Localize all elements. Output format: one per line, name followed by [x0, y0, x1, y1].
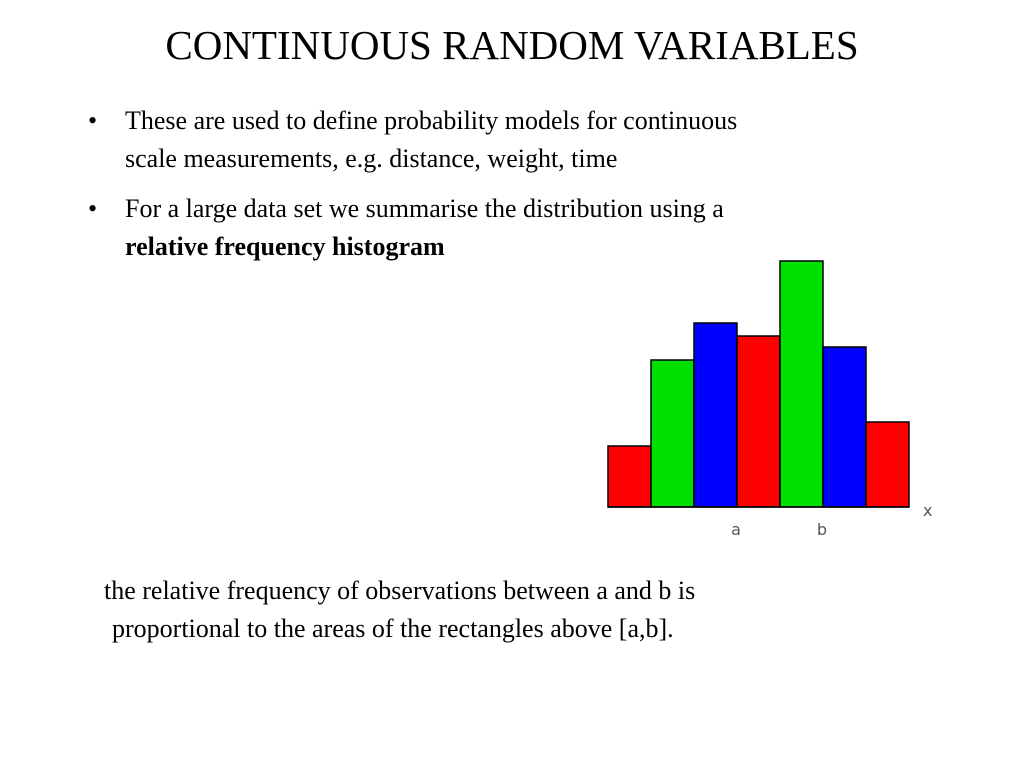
bullet-item-1: • These are used to define probability m… [88, 102, 948, 178]
bullet-1-line-2: scale measurements, e.g. distance, weigh… [125, 144, 618, 173]
histogram-bar-2 [650, 359, 695, 508]
bullet-marker: • [88, 106, 98, 135]
histogram-bar-7 [865, 421, 910, 508]
slide-title: CONTINUOUS RANDOM VARIABLES [165, 22, 859, 68]
histogram-bar-1 [607, 445, 652, 508]
bullet-item-2: • For a large data set we summarise the … [88, 190, 948, 266]
caption-line-2: proportional to the areas of the rectang… [112, 614, 674, 643]
bullet-1-line-1: These are used to define probability mod… [125, 106, 738, 135]
bullet-2-bold-term: relative frequency histogram [125, 232, 445, 261]
histogram-bar-4 [736, 335, 781, 508]
relative-frequency-histogram: x a b [607, 260, 932, 539]
x-axis-label: x [923, 501, 932, 520]
caption-line-1: the relative frequency of observations b… [104, 576, 696, 605]
histogram-caption: the relative frequency of observations b… [104, 572, 964, 648]
histogram-bar-6 [822, 346, 867, 508]
marker-label-a: a [731, 520, 741, 539]
histogram-bar-5 [779, 260, 824, 508]
histogram-bars [607, 260, 910, 508]
histogram-labels: x a b [731, 501, 932, 539]
marker-label-b: b [817, 520, 827, 539]
histogram-bar-3 [693, 322, 738, 508]
bullet-marker: • [88, 194, 98, 223]
bullet-list: • These are used to define probability m… [88, 102, 948, 278]
bullet-2-line-1: For a large data set we summarise the di… [125, 194, 724, 223]
